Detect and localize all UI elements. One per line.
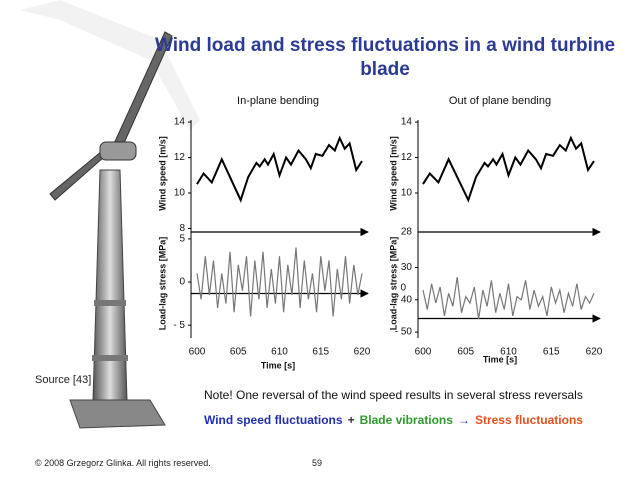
y2-tick-label: 0 [179,277,185,288]
series-line [196,247,363,317]
summary-part: → [457,413,470,427]
y-tick-label: 14 [174,117,186,128]
y-tick-label: 10 [174,188,186,199]
y2-tick-label: - 30 [395,262,413,273]
y-tick-label: 8 [179,223,185,234]
summary-part: Blade vibrations [359,413,453,427]
annotation: 28 [401,227,413,238]
y2-tick-label: - 40 [395,294,413,305]
background-crane [20,0,200,130]
annotation: 0 [400,283,406,294]
x-tick-label: 600 [415,347,432,358]
y-tick-label: 10 [401,188,413,199]
y-axis-label: Wind speed [m/s] [157,136,167,210]
series-line [196,135,363,203]
slide-title: Wind load and stress fluctuations in a w… [154,35,616,80]
turbine-illustration [20,0,200,429]
y-tick-label: 14 [401,117,413,128]
tower-base [69,399,166,429]
tower [92,169,128,401]
y-tick-label: 12 [174,152,186,163]
x-axis-label: Time [s] [261,360,295,370]
nacelle [99,141,137,161]
y-axis-label: Wind speed [m/s] [388,136,398,210]
tower-band [94,300,126,306]
chart-title: Out of plane bending [449,95,551,107]
series-line [422,135,595,203]
summary-part: + [347,413,355,427]
summary-part: Wind speed fluctuations [204,413,343,427]
note: Note! One reversal of the wind speed res… [204,388,583,402]
series-line [422,277,595,320]
source: Source [43] [35,374,92,386]
y2-axis-label: Load-lag stress [MPa] [157,237,167,331]
x-tick-label: 615 [312,347,329,358]
y-tick-label: 12 [401,152,413,163]
x-tick-label: 615 [543,347,560,358]
summary: Wind speed fluctuations + Blade vibrations… [204,413,588,427]
x-tick-label: 600 [189,347,206,358]
x-tick-label: 620 [354,347,371,358]
y2-tick-label: - 50 [395,327,413,338]
y2-tick-label: 5 [179,234,185,245]
tower-band [92,355,128,361]
page-number: 59 [312,458,323,468]
x-tick-label: 620 [586,347,603,358]
x-tick-label: 605 [230,347,247,358]
copyright: © 2008 Grzegorz Glinka. All rights reser… [35,458,211,468]
x-tick-label: 605 [457,347,474,358]
x-tick-label: 610 [271,347,288,358]
chart-title: In-plane bending [237,95,319,107]
x-axis-label: Time [s] [483,354,517,364]
y2-axis-label: Load-lag stress [MPa] [388,237,398,331]
y2-tick-label: - 5 [173,320,185,331]
x-tick-label: 610 [500,347,517,358]
summary-part: Stress fluctuations [474,413,583,427]
